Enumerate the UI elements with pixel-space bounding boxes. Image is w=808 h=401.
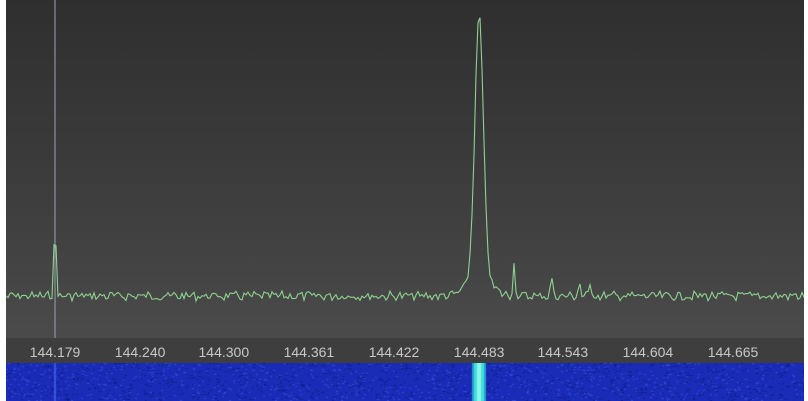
frequency-tick-label: 144.422 (368, 344, 420, 360)
frequency-tick-label: 144.483 (453, 344, 505, 360)
spectrum-analyzer-panel: 144.179 144.240 144.300 144.361 144.422 … (6, 0, 804, 401)
frequency-tick-label: 144.179 (29, 344, 81, 360)
spectrum-trace (6, 17, 804, 303)
frequency-tick-label: 144.361 (283, 344, 335, 360)
spectrum-plot (6, 0, 804, 338)
frequency-tick-label: 144.300 (198, 344, 250, 360)
waterfall-canvas (6, 363, 804, 401)
waterfall-display[interactable] (6, 363, 804, 401)
frequency-tick-label: 144.604 (622, 344, 674, 360)
frequency-tick-label: 144.240 (114, 344, 166, 360)
spectrum-display[interactable] (6, 0, 804, 338)
frequency-tick-label: 144.665 (707, 344, 759, 360)
frequency-tick-label: 144.543 (537, 344, 589, 360)
frequency-axis: 144.179 144.240 144.300 144.361 144.422 … (6, 338, 804, 363)
